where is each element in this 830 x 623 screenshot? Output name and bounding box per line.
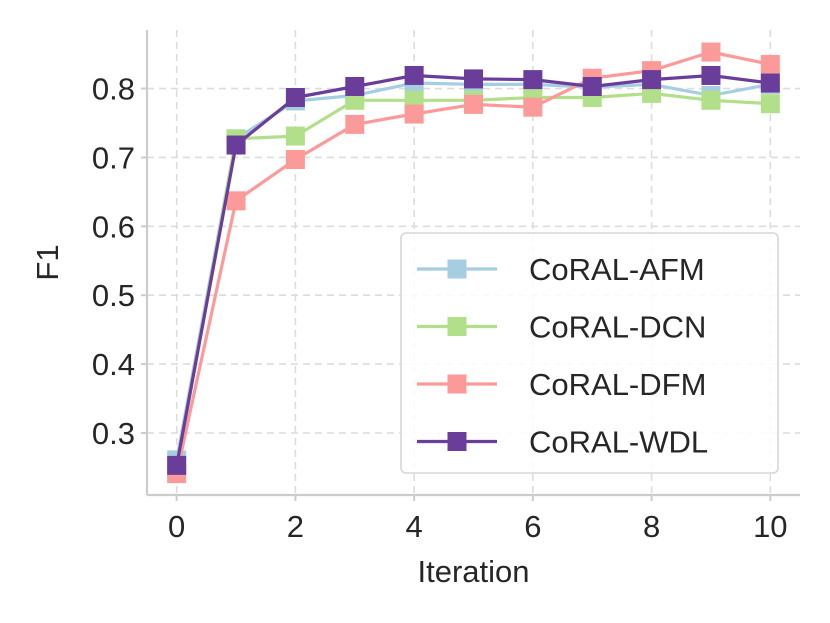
legend-marker: [447, 317, 467, 336]
data-point: [760, 73, 780, 93]
y-tick-label: 0.8: [92, 72, 135, 107]
data-point: [226, 135, 246, 155]
y-tick-label: 0.3: [92, 416, 135, 451]
data-point: [285, 126, 305, 146]
y-tick-label: 0.5: [92, 278, 135, 313]
x-tick-label: 10: [753, 509, 787, 544]
data-point: [285, 88, 305, 108]
legend-box: [400, 232, 779, 474]
data-point: [404, 104, 424, 124]
data-point: [701, 65, 721, 85]
legend-item: CoRAL-DFM: [417, 367, 706, 402]
tick-labels: 0 2 4 6 8 10 0.3 0.4 0.5 0.6 0.7 0.8: [92, 72, 788, 544]
data-point: [642, 70, 662, 90]
series-coral-wdl: [167, 65, 780, 475]
data-point: [345, 114, 365, 134]
legend-marker: [447, 432, 467, 451]
x-axis-label: Iteration: [417, 554, 529, 589]
data-point: [701, 90, 721, 110]
y-axis-label: F1: [30, 244, 65, 280]
data-point: [582, 76, 602, 96]
data-point: [523, 97, 543, 117]
legend-marker: [447, 374, 467, 394]
data-point: [285, 150, 305, 170]
y-tick-label: 0.6: [92, 209, 135, 244]
data-point: [701, 42, 721, 62]
legend-item: CoRAL-WDL: [417, 425, 708, 460]
x-tick-label: 0: [168, 509, 185, 544]
x-tick-label: 4: [406, 509, 423, 544]
data-point: [760, 94, 780, 114]
legend-item: CoRAL-DCN: [417, 310, 706, 345]
y-tick-label: 0.7: [92, 140, 135, 175]
legend-label: CoRAL-DCN: [529, 310, 706, 345]
legend-label: CoRAL-DFM: [529, 367, 706, 402]
y-tick-label: 0.4: [92, 347, 135, 382]
data-point: [523, 70, 543, 90]
data-point: [404, 65, 424, 85]
data-point: [345, 76, 365, 96]
data-point: [760, 54, 780, 74]
legend-label: CoRAL-AFM: [529, 252, 705, 287]
series: [167, 42, 780, 484]
x-tick-label: 6: [524, 509, 541, 544]
legend-label: CoRAL-WDL: [529, 425, 708, 460]
data-point: [226, 191, 246, 211]
data-point: [464, 94, 483, 114]
data-point: [167, 455, 187, 475]
legend-marker: [447, 259, 467, 279]
x-tick-label: 8: [643, 509, 660, 544]
x-tick-label: 2: [287, 509, 304, 544]
axes: [145, 30, 800, 497]
data-point: [464, 69, 483, 89]
legend-item: CoRAL-AFM: [417, 252, 705, 287]
legend: CoRAL-AFM CoRAL-DCN CoRAL-DFM CoRAL-WDL: [400, 232, 779, 474]
